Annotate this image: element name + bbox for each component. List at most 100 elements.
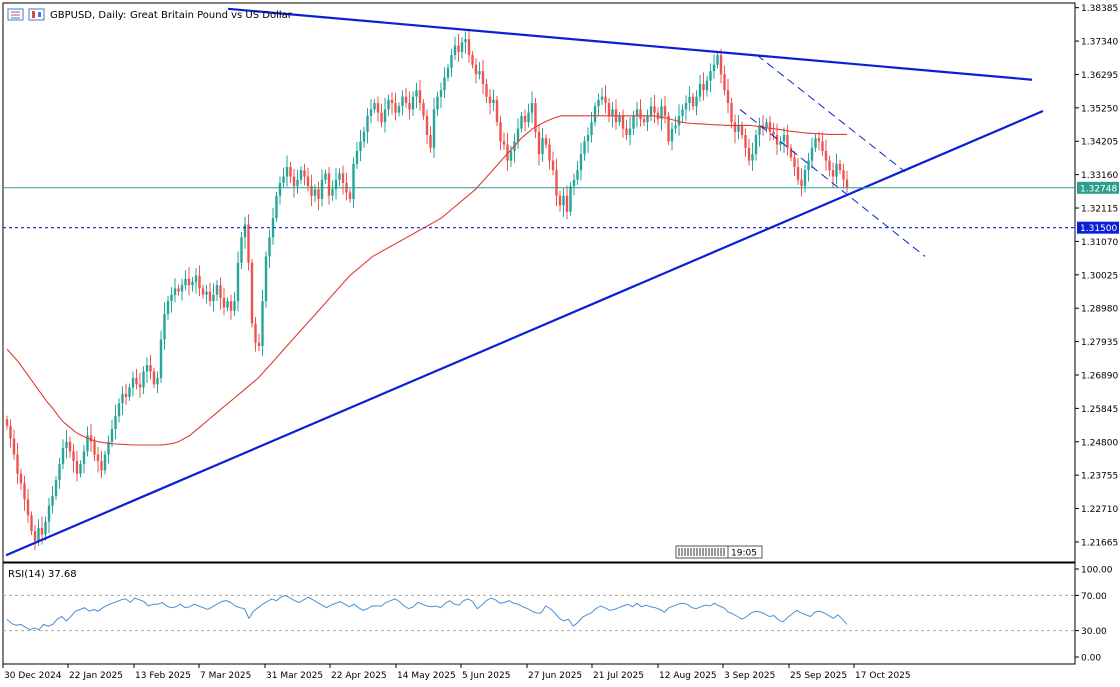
candle [180,278,184,301]
candle [492,89,495,111]
candle [590,112,593,143]
candle [625,119,628,141]
candle [810,137,814,169]
rsi-tick-label: 30.00 [1081,627,1107,637]
candle [390,92,394,115]
candle [691,92,695,111]
candle [380,103,383,128]
candle [695,90,698,116]
candle [604,85,607,114]
candle [201,284,205,299]
candle [142,366,145,394]
candle [583,136,586,161]
candle [779,136,782,151]
candle [23,475,26,511]
support-trendline[interactable] [5,110,1044,557]
candle [75,450,79,482]
price-pane[interactable] [2,2,1076,563]
chart-header: GBPUSD, Daily: Great Britain Pound vs US… [7,8,293,21]
candle [177,284,180,296]
candle [548,138,551,170]
x-tick-label: 3 Sep 2025 [724,671,775,681]
candle [376,96,380,122]
channel-upper-line[interactable] [756,54,906,173]
candle [107,435,110,464]
rsi-title: RSI(14) 37.68 [8,569,77,580]
candles-icon[interactable] [7,8,24,21]
candle [61,439,65,470]
candle [166,296,170,321]
candle [222,287,226,316]
candle [100,450,103,479]
candle [415,82,418,109]
candle [404,87,408,109]
candle [401,90,404,116]
x-tick-label: 13 Feb 2025 [135,671,191,681]
candle [359,129,362,162]
candle [541,127,544,162]
y-tick-label: 1.35250 [1081,104,1118,114]
candle [600,87,604,105]
current-price-tag: 1.32748 [1077,181,1119,194]
current-price-value: 1.32748 [1080,184,1117,194]
candle [530,91,534,123]
candle [65,430,68,459]
candle [135,368,138,390]
candle [243,216,247,249]
y-tick-label: 1.37340 [1081,38,1118,48]
candle [9,419,12,448]
candle [611,101,614,128]
candle [639,99,642,127]
candle [373,99,376,114]
candle [460,37,464,59]
candle [408,91,411,120]
rsi-tick-label: 100.00 [1081,566,1113,576]
candle [184,269,187,291]
candle [751,142,754,171]
candle [688,86,691,111]
candle [642,115,646,127]
candle [800,168,803,197]
candle [555,158,558,206]
candle [163,302,166,350]
candle [744,128,747,157]
y-tick-label: 1.36295 [1081,71,1118,81]
candle [278,176,282,205]
candle [537,124,541,166]
candle [684,95,688,121]
candle [432,97,436,159]
candle [397,102,401,117]
candle [299,166,303,184]
candle [89,423,93,452]
x-tick-label: 17 Oct 2025 [855,671,911,681]
candle [131,371,135,397]
candle [842,163,845,189]
candle [264,251,268,308]
candle [478,62,481,80]
resistance-trendline[interactable] [227,7,1033,81]
candle [240,232,243,270]
candle [254,317,257,352]
candle [422,99,425,120]
candle [730,97,733,129]
y-tick-label: 1.27935 [1081,338,1118,348]
channel-lower-line[interactable] [739,109,926,257]
candle [103,450,107,475]
rsi-tick-label: 70.00 [1081,592,1107,602]
chart-type-icon[interactable] [28,8,45,21]
candle [786,124,789,156]
candle [474,58,478,84]
y-tick-label: 1.21665 [1081,538,1118,548]
candle [464,31,467,54]
candle [457,34,460,63]
candle [520,112,523,133]
candle [835,153,838,185]
y-tick-label: 1.22710 [1081,505,1118,515]
candle [33,524,37,550]
candle [425,109,429,144]
y-tick-label: 1.25845 [1081,405,1118,415]
candle [268,229,271,268]
candle [467,28,471,63]
drawn-lines-layer [3,7,1075,557]
